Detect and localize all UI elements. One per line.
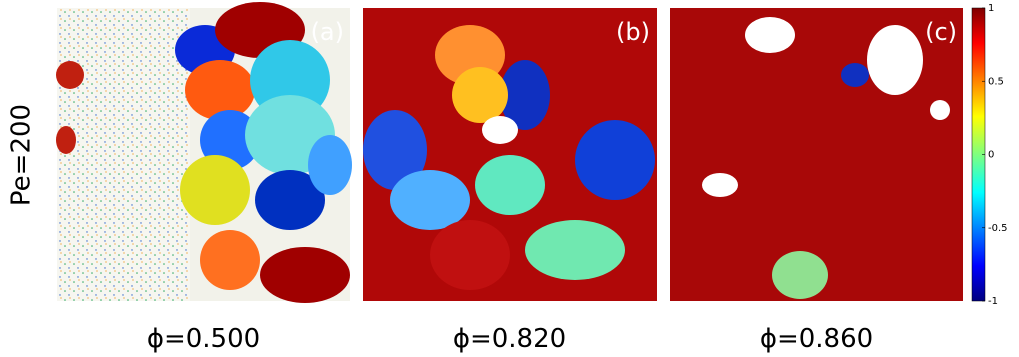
panel-label: (a) (311, 18, 344, 46)
row-label: Pe=200 (7, 104, 37, 206)
panel-label: (b) (616, 18, 650, 46)
colorbar-tick-label: 0 (988, 150, 994, 161)
panel-image (56, 2, 352, 303)
panel-image (363, 8, 657, 301)
colorbar-tick-label: -1 (988, 296, 998, 307)
panel-caption: ϕ=0.860 (760, 324, 873, 354)
colorbar-tick-label: 0.5 (988, 76, 1004, 87)
panel-image (670, 8, 963, 301)
panel-caption: ϕ=0.820 (453, 324, 566, 354)
colorbar-tick-label: 1 (988, 3, 994, 14)
panel-label: (c) (925, 18, 957, 46)
colorbar-tick-label: -0.5 (988, 223, 1008, 234)
panel-caption: ϕ=0.500 (147, 324, 260, 354)
